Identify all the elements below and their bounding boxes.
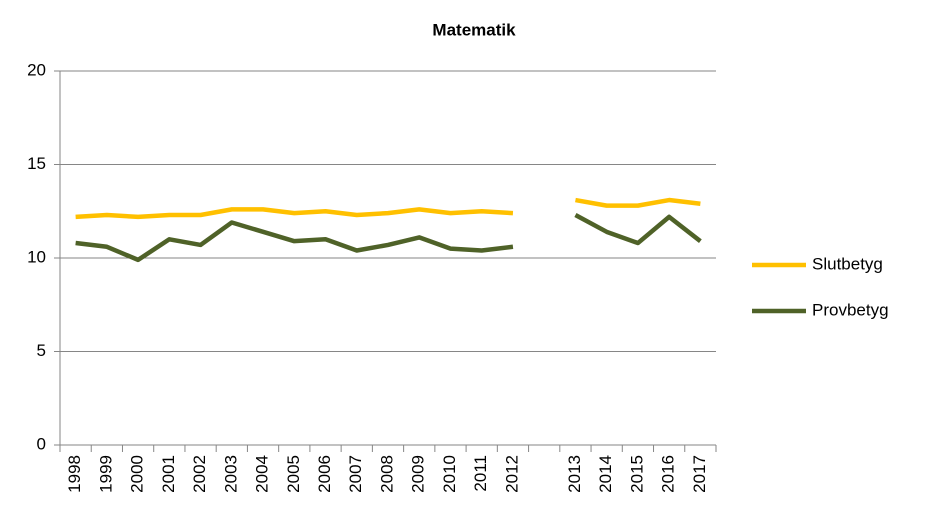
y-tick-label: 20 xyxy=(27,60,46,79)
x-tick-label: 2003 xyxy=(221,455,240,493)
x-tick-label: 2006 xyxy=(315,455,334,493)
x-tick-label: 2011 xyxy=(471,455,490,492)
x-tick-label: 2017 xyxy=(690,455,709,493)
x-tick-label: 2009 xyxy=(409,455,428,493)
chart-title: Matematik xyxy=(432,20,516,39)
y-tick-label: 0 xyxy=(37,434,46,453)
data-line xyxy=(75,213,702,263)
legend-label: Slutbetyg xyxy=(812,254,883,273)
x-tick-label: 1998 xyxy=(65,455,84,493)
x-tick-label: 2007 xyxy=(346,455,365,493)
x-tick-label: 1999 xyxy=(96,455,115,493)
x-tick-label: 2010 xyxy=(440,455,459,493)
x-tick-label: 2015 xyxy=(627,455,646,493)
x-tick-label: 2016 xyxy=(659,455,678,493)
x-tick-label: 2014 xyxy=(596,455,615,493)
y-tick-label: 5 xyxy=(37,341,46,360)
x-tick-label: 2012 xyxy=(502,455,521,493)
x-tick-label: 2002 xyxy=(190,455,209,493)
x-tick-label: 2013 xyxy=(565,455,584,493)
x-tick-label: 2008 xyxy=(377,455,396,493)
y-tick-label: 15 xyxy=(27,154,46,173)
data-line xyxy=(75,197,701,220)
x-tick-label: 2000 xyxy=(128,455,147,493)
x-tick-label: 2001 xyxy=(159,455,178,493)
legend-label: Provbetyg xyxy=(812,300,889,319)
x-tick-label: 2005 xyxy=(284,455,303,493)
y-tick-label: 10 xyxy=(27,247,46,266)
x-tick-label: 2004 xyxy=(253,455,272,493)
